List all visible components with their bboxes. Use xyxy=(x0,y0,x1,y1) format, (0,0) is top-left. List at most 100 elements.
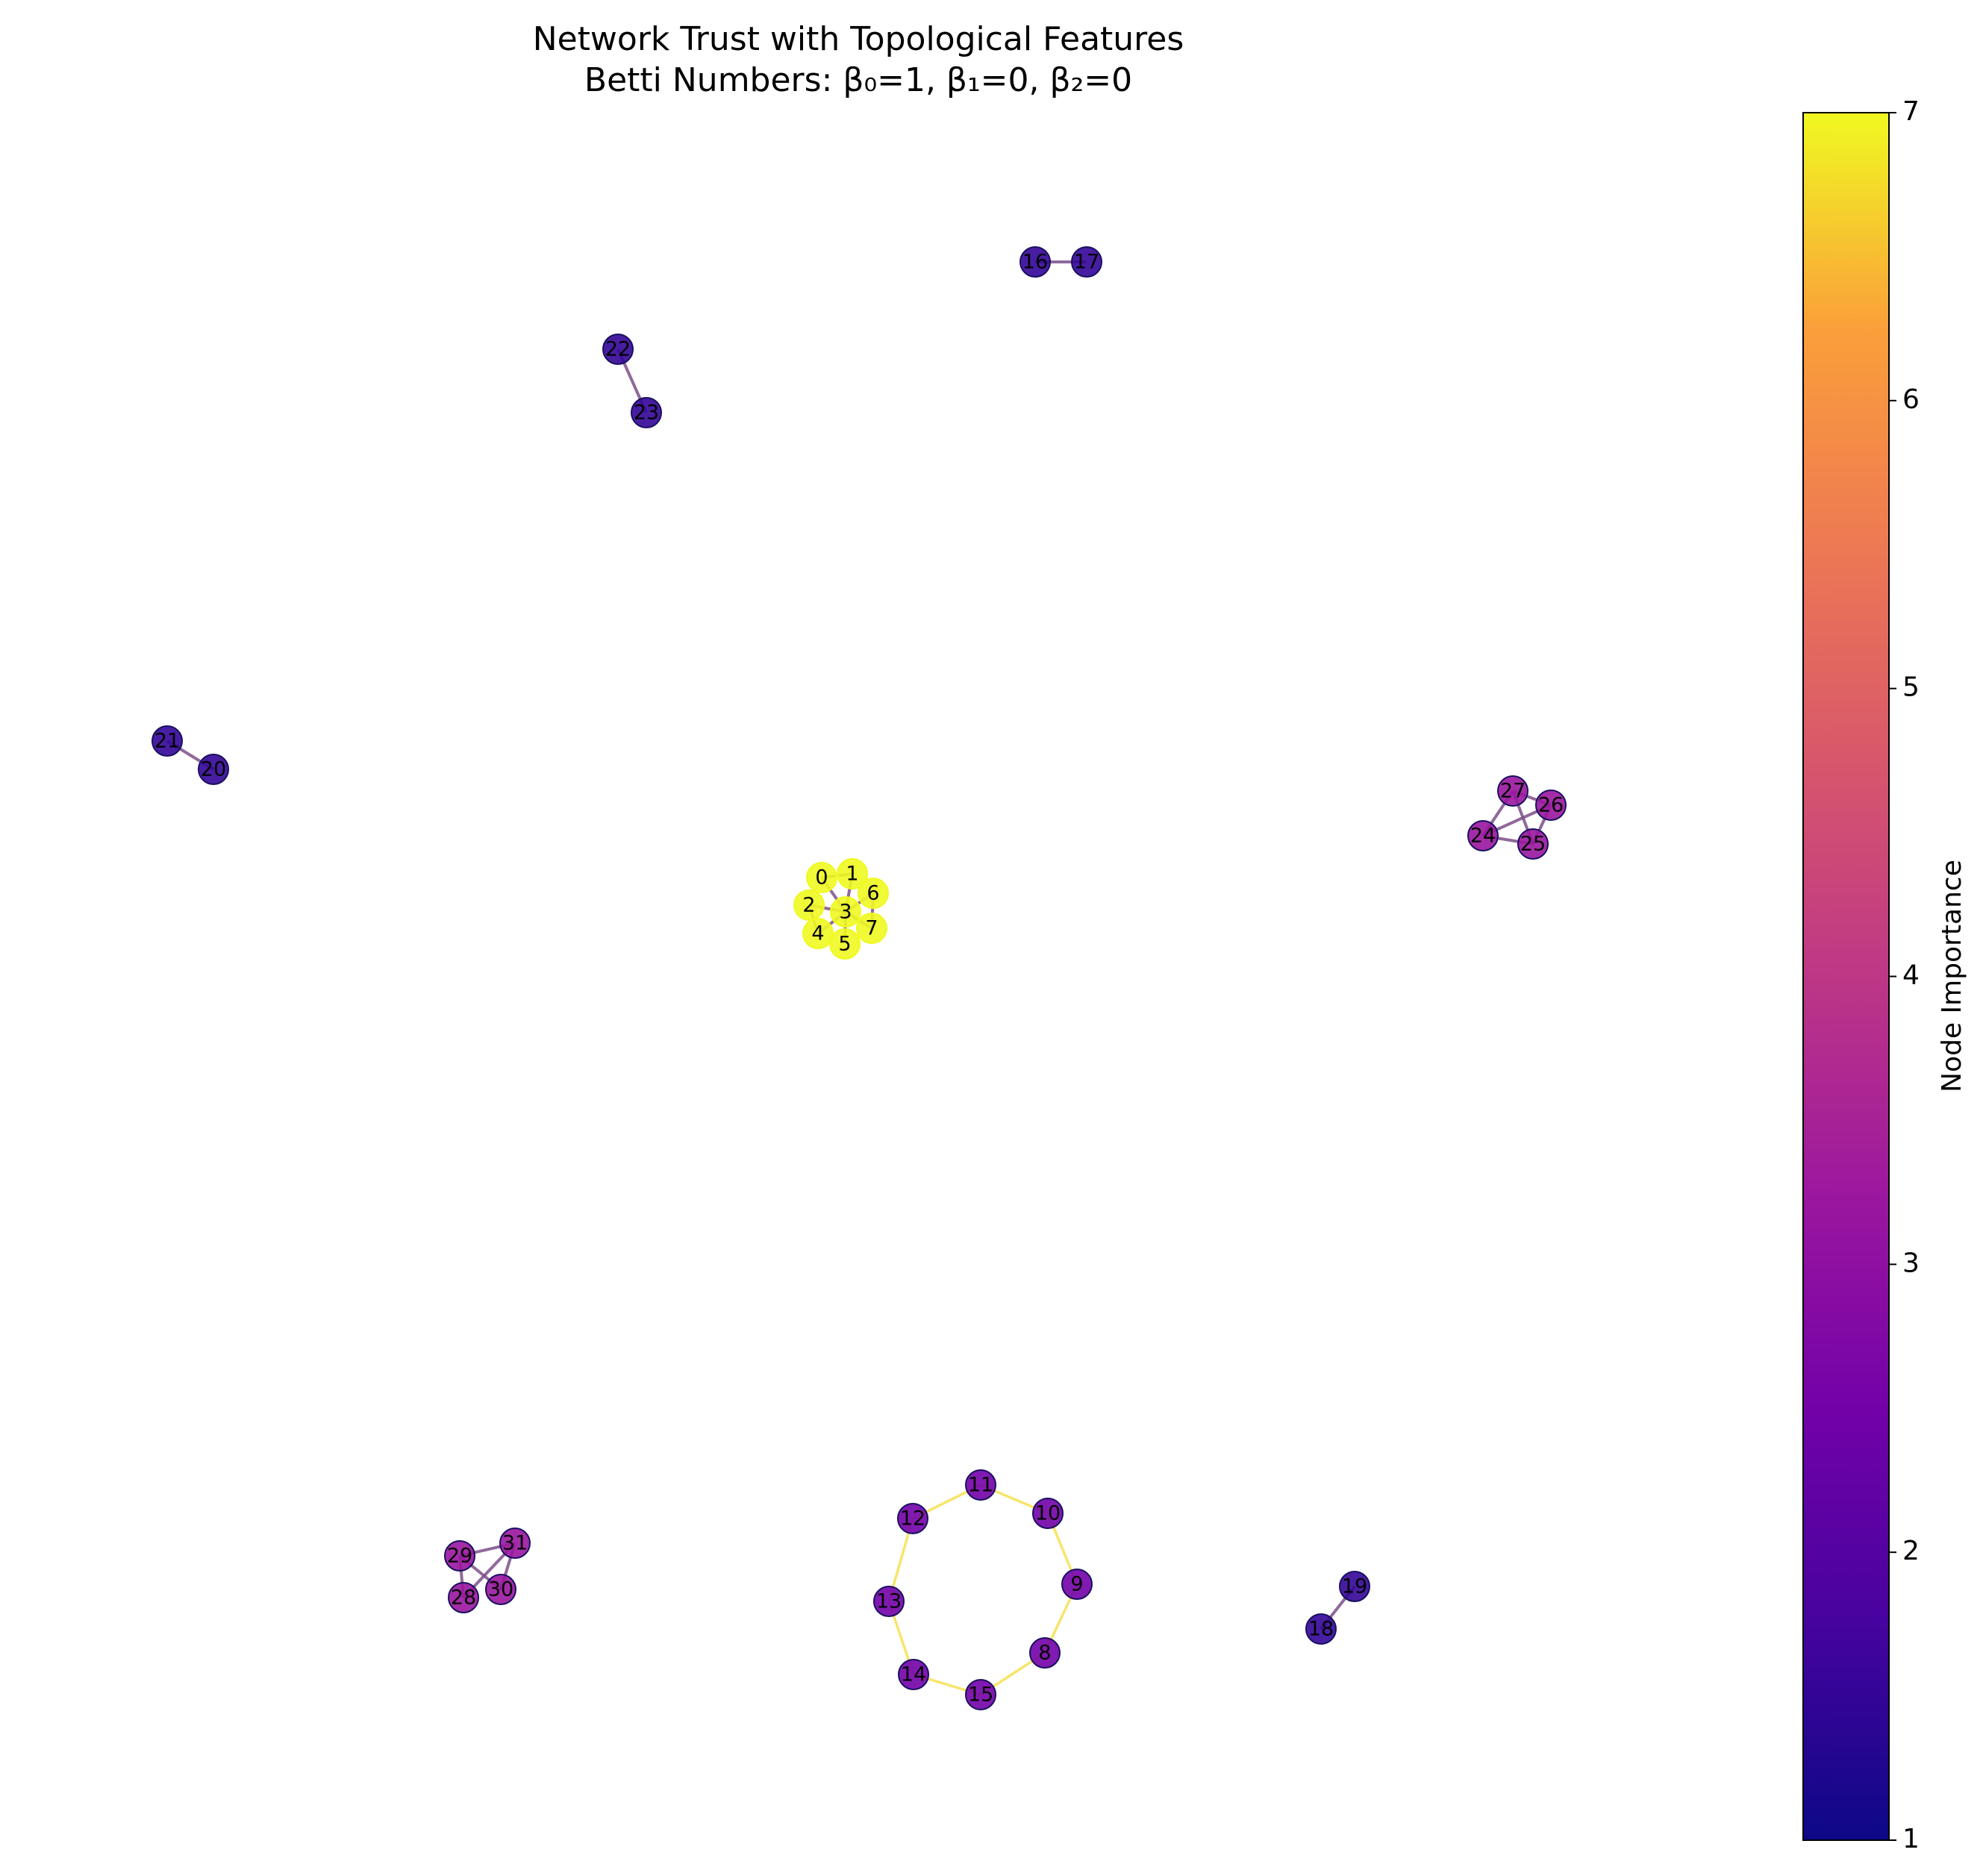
node-8-label: 8 xyxy=(1038,1642,1051,1665)
node-18: 18 xyxy=(1305,1613,1337,1645)
node-8: 8 xyxy=(1029,1637,1061,1669)
node-27-label: 27 xyxy=(1500,780,1526,803)
node-3-label: 3 xyxy=(839,901,852,924)
node-0: 0 xyxy=(806,862,837,893)
node-22-circle xyxy=(602,334,634,365)
node-4: 4 xyxy=(802,918,834,949)
node-14: 14 xyxy=(898,1659,929,1690)
colorbar-tick-label-3: 3 xyxy=(1902,1248,1920,1278)
node-16: 16 xyxy=(1019,246,1051,278)
node-15-circle xyxy=(965,1679,996,1710)
node-19-label: 19 xyxy=(1342,1575,1367,1598)
node-2-label: 2 xyxy=(802,894,815,917)
node-14-circle xyxy=(898,1659,929,1690)
node-1-label: 1 xyxy=(846,863,858,886)
node-22-label: 22 xyxy=(605,338,631,361)
node-1: 1 xyxy=(837,858,868,889)
node-25-circle xyxy=(1517,828,1549,860)
node-25: 25 xyxy=(1517,828,1549,860)
node-12: 12 xyxy=(897,1503,928,1534)
node-16-label: 16 xyxy=(1022,251,1048,274)
node-26-label: 26 xyxy=(1538,794,1564,817)
node-21-label: 21 xyxy=(154,730,180,753)
colorbar-label: Node Importance xyxy=(1937,860,1967,1092)
node-24-circle xyxy=(1467,820,1499,851)
node-18-label: 18 xyxy=(1308,1618,1334,1641)
colorbar-tick-label-6: 6 xyxy=(1902,384,1920,415)
node-31-circle xyxy=(499,1528,531,1559)
node-29-label: 29 xyxy=(447,1545,472,1568)
node-30-label: 30 xyxy=(488,1578,513,1601)
node-26: 26 xyxy=(1535,790,1567,821)
node-12-circle xyxy=(897,1503,928,1534)
node-15: 15 xyxy=(965,1679,996,1710)
node-2: 2 xyxy=(793,889,825,921)
node-30: 30 xyxy=(485,1574,516,1605)
node-9-label: 9 xyxy=(1070,1573,1083,1596)
node-6-circle xyxy=(858,878,889,909)
node-1-circle xyxy=(837,858,868,889)
node-29-circle xyxy=(444,1540,475,1572)
node-19-circle xyxy=(1339,1571,1370,1602)
node-24-label: 24 xyxy=(1470,825,1496,848)
node-19: 19 xyxy=(1339,1571,1370,1602)
node-11-label: 11 xyxy=(968,1474,993,1497)
node-9-circle xyxy=(1061,1569,1093,1600)
node-10-label: 10 xyxy=(1035,1502,1061,1525)
node-4-circle xyxy=(802,918,834,949)
node-23-label: 23 xyxy=(634,401,659,425)
node-23: 23 xyxy=(631,397,662,428)
node-27-circle xyxy=(1497,775,1528,807)
node-16-circle xyxy=(1019,246,1051,278)
node-3-circle xyxy=(830,896,861,928)
node-7: 7 xyxy=(856,913,887,944)
node-31-label: 31 xyxy=(502,1532,528,1555)
node-13-circle xyxy=(873,1586,905,1617)
node-15-label: 15 xyxy=(968,1683,993,1707)
node-7-circle xyxy=(856,913,887,944)
node-5-circle xyxy=(829,928,861,960)
chart-title-line-1: Network Trust with Topological Features xyxy=(533,20,1184,58)
node-6-label: 6 xyxy=(866,882,879,905)
node-20-circle xyxy=(198,754,229,785)
node-7-label: 7 xyxy=(865,917,878,940)
node-11-circle xyxy=(965,1469,996,1501)
colorbar-tick-label-7: 7 xyxy=(1902,96,1920,127)
node-28: 28 xyxy=(448,1582,479,1613)
node-10-circle xyxy=(1032,1498,1064,1529)
edges-layer xyxy=(166,260,1552,1696)
node-3: 3 xyxy=(830,896,861,928)
node-29: 29 xyxy=(444,1540,475,1572)
node-22: 22 xyxy=(602,334,634,365)
node-20: 20 xyxy=(198,754,229,785)
node-28-label: 28 xyxy=(451,1586,476,1610)
node-13: 13 xyxy=(873,1586,905,1617)
chart-title-line-2: Betti Numbers: β₀=1, β₁=0, β₂=0 xyxy=(584,61,1132,99)
colorbar-gradient xyxy=(1802,112,1890,1841)
colorbar-tick-label-1: 1 xyxy=(1902,1824,1920,1854)
node-6: 6 xyxy=(858,878,889,909)
node-26-circle xyxy=(1535,790,1567,821)
node-24: 24 xyxy=(1467,820,1499,851)
node-8-circle xyxy=(1029,1637,1061,1669)
node-30-circle xyxy=(485,1574,516,1605)
node-5: 5 xyxy=(829,928,861,960)
node-11: 11 xyxy=(965,1469,996,1501)
node-25-label: 25 xyxy=(1520,833,1546,856)
node-21-circle xyxy=(152,725,183,757)
node-31: 31 xyxy=(499,1528,531,1559)
node-28-circle xyxy=(448,1582,479,1613)
node-27: 27 xyxy=(1497,775,1528,807)
node-18-circle xyxy=(1305,1613,1337,1645)
node-17: 17 xyxy=(1071,246,1102,278)
colorbar-tick-label-4: 4 xyxy=(1902,960,1920,991)
node-0-circle xyxy=(806,862,837,893)
colorbar: 1 2 3 4 5 6 7 Node Importance xyxy=(1802,96,1967,1854)
node-13-label: 13 xyxy=(876,1590,902,1613)
node-10: 10 xyxy=(1032,1498,1064,1529)
node-4-label: 4 xyxy=(811,922,824,945)
node-9: 9 xyxy=(1061,1569,1093,1600)
node-17-circle xyxy=(1071,246,1102,278)
